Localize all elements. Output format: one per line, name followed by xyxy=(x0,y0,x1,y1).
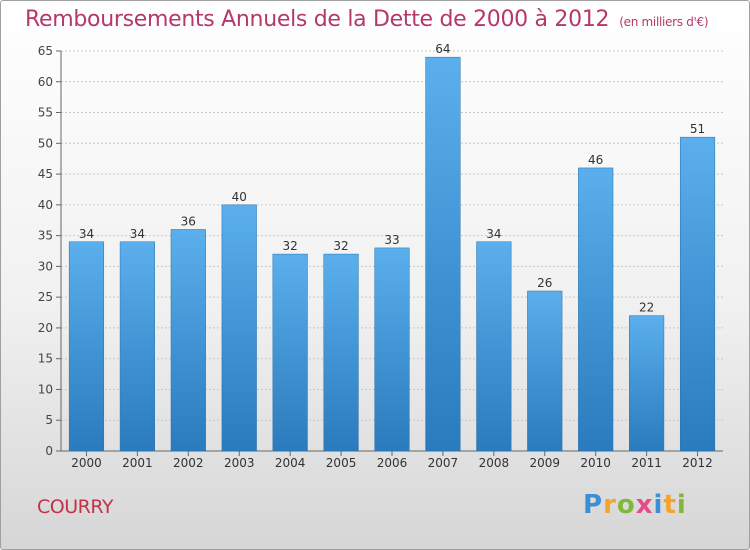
y-tick-label: 0 xyxy=(45,444,53,458)
data-label: 34 xyxy=(486,227,501,241)
x-tick-label: 2003 xyxy=(224,456,255,470)
bar xyxy=(679,136,716,452)
bar xyxy=(221,204,257,452)
y-tick-label: 10 xyxy=(38,382,53,396)
logo-letter: t xyxy=(663,490,677,520)
y-tick-label: 5 xyxy=(45,413,53,427)
bars xyxy=(68,56,716,452)
bar xyxy=(425,56,461,452)
y-tick-label: 25 xyxy=(38,290,53,304)
labels: 34 2000 34 2001 36 2002 40 2003 32 2004 32 2005 33 20… xyxy=(71,42,713,470)
data-label: 64 xyxy=(435,42,450,56)
x-tick-label: 2008 xyxy=(479,456,510,470)
x-tick-label: 2002 xyxy=(173,456,204,470)
x-tick-label: 2009 xyxy=(529,456,560,470)
bar xyxy=(170,229,206,452)
y-tick-label: 50 xyxy=(38,136,53,150)
unit-note: (en milliers d'€) xyxy=(619,15,709,29)
y-tick-label: 40 xyxy=(38,198,53,212)
data-label: 22 xyxy=(639,301,654,315)
logo-letter: i xyxy=(676,490,687,520)
data-label: 34 xyxy=(130,227,145,241)
y-tick-label: 30 xyxy=(38,259,53,273)
title-text: Remboursements Annuels de la Dette de 20… xyxy=(25,7,610,32)
bar xyxy=(578,167,614,452)
x-tick-label: 2004 xyxy=(275,456,306,470)
chart-title: Remboursements Annuels de la Dette de 20… xyxy=(25,7,709,32)
x-tick-label: 2006 xyxy=(377,456,408,470)
data-label: 51 xyxy=(690,122,705,136)
data-label: 32 xyxy=(283,239,298,253)
y-tick-label: 15 xyxy=(38,352,53,366)
bar xyxy=(629,315,665,452)
x-tick-label: 2000 xyxy=(71,456,102,470)
data-label: 40 xyxy=(232,190,247,204)
logo-letter: i xyxy=(653,490,664,520)
y-tick-label: 45 xyxy=(38,167,53,181)
x-tick-label: 2001 xyxy=(122,456,153,470)
logo-letter: o xyxy=(616,490,636,520)
bar xyxy=(272,253,308,452)
y-tick-label: 35 xyxy=(38,229,53,243)
data-label: 36 xyxy=(181,214,196,228)
bar xyxy=(476,241,512,452)
logo-letter: r xyxy=(603,490,617,520)
logo-letter: x xyxy=(635,490,654,520)
y-tick-label: 55 xyxy=(38,106,53,120)
bar xyxy=(527,290,563,452)
data-label: 46 xyxy=(588,153,603,167)
bar xyxy=(323,253,359,452)
x-tick-label: 2011 xyxy=(631,456,662,470)
data-label: 26 xyxy=(537,276,552,290)
x-tick-label: 2005 xyxy=(326,456,357,470)
data-label: 34 xyxy=(79,227,94,241)
logo-letter: P xyxy=(583,490,604,520)
y-tick-label: 60 xyxy=(38,75,53,89)
x-tick-label: 2007 xyxy=(428,456,459,470)
data-label: 33 xyxy=(384,233,399,247)
x-tick-label: 2010 xyxy=(580,456,611,470)
x-tick-label: 2012 xyxy=(682,456,713,470)
data-label: 32 xyxy=(333,239,348,253)
bar xyxy=(374,247,410,452)
proxiti-logo[interactable]: Proxiti xyxy=(583,490,687,520)
bar xyxy=(119,241,155,452)
y-tick-label: 20 xyxy=(38,321,53,335)
commune-name: COURRY xyxy=(37,496,113,518)
bar xyxy=(68,241,105,452)
y-tick-label: 65 xyxy=(38,44,53,58)
